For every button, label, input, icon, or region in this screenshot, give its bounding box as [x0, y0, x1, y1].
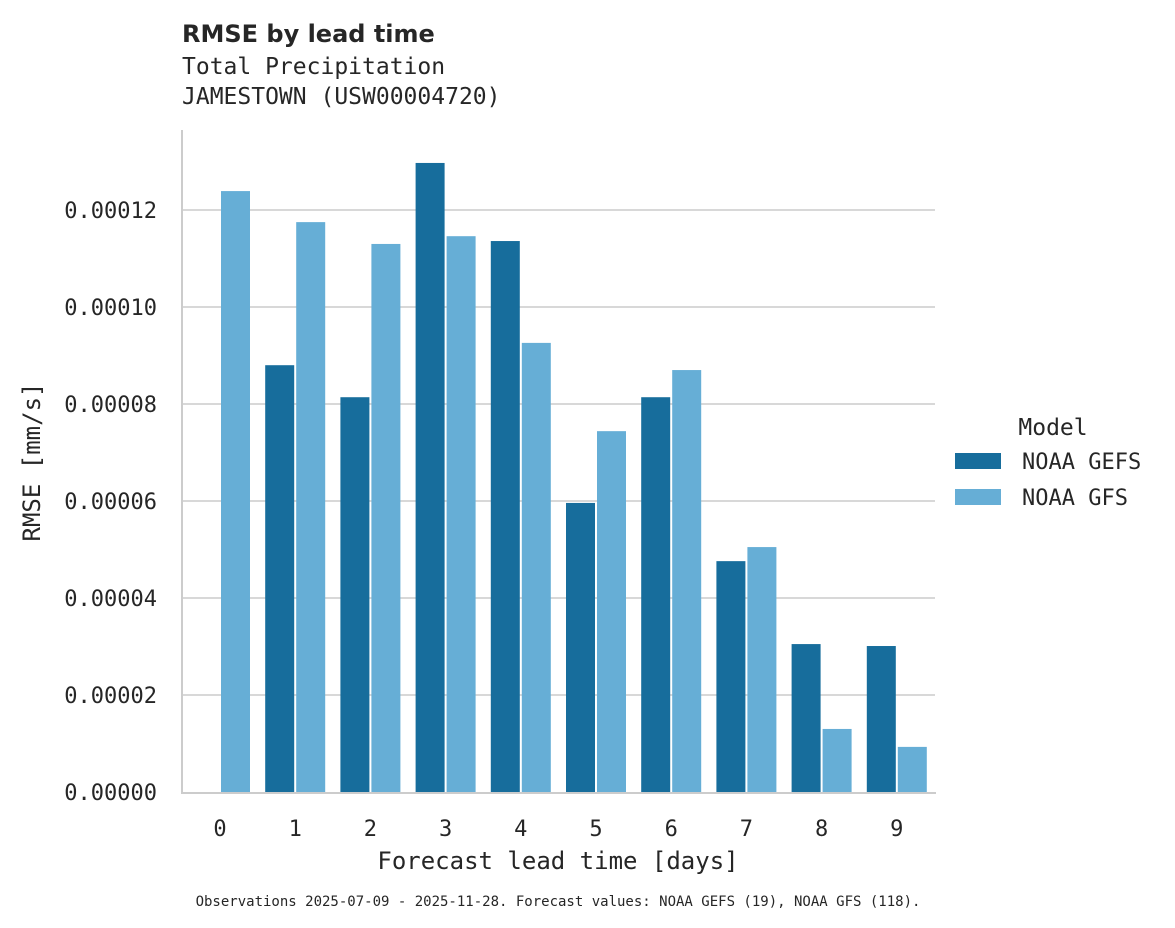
bar-noaa-gfs-3	[446, 236, 476, 792]
x-tick-label: 6	[665, 817, 678, 842]
bar-noaa-gefs-7	[716, 561, 746, 792]
bar-noaa-gfs-5	[597, 431, 626, 792]
chart-subtitle-variable: Total Precipitation	[182, 54, 445, 80]
y-tick-label: 0.00010	[64, 296, 157, 321]
x-tick-label: 2	[364, 817, 377, 842]
y-tick-label: 0.00002	[64, 684, 157, 709]
x-tick-label: 4	[514, 817, 527, 842]
x-tick-label: 5	[589, 817, 602, 842]
chart-subtitle-station: JAMESTOWN (USW00004720)	[182, 84, 501, 110]
bar-noaa-gefs-8	[791, 644, 821, 792]
y-tick-label: 0.00008	[64, 393, 157, 418]
footnote: Observations 2025-07-09 - 2025-11-28. Fo…	[196, 894, 921, 910]
legend-label: NOAA GEFS	[1022, 450, 1141, 475]
bar-noaa-gfs-6	[672, 370, 702, 792]
x-axis-label: Forecast lead time [days]	[377, 847, 738, 875]
legend: Model NOAA GEFS NOAA GFS	[955, 415, 1141, 511]
x-tick-label: 0	[213, 817, 226, 842]
legend-title: Model	[1018, 415, 1087, 441]
bar-noaa-gefs-3	[415, 162, 445, 792]
x-tick-label: 1	[289, 817, 302, 842]
bar-noaa-gfs-1	[296, 222, 326, 792]
legend-swatch	[955, 453, 1001, 469]
x-tick-label: 9	[890, 817, 903, 842]
bar-noaa-gfs-9	[897, 746, 927, 792]
x-tick-label: 3	[439, 817, 452, 842]
bar-noaa-gefs-2	[340, 397, 370, 792]
bar-noaa-gefs-4	[490, 241, 520, 793]
y-axis-label: RMSE [mm/s]	[18, 383, 46, 542]
x-tick-label: 8	[815, 817, 828, 842]
y-tick-label: 0.00006	[64, 490, 157, 515]
chart-title: RMSE by lead time	[182, 20, 435, 48]
legend-swatch	[955, 489, 1001, 505]
bar-noaa-gefs-1	[265, 365, 295, 792]
y-tick-label: 0.00004	[64, 587, 157, 612]
bar-noaa-gefs-5	[566, 502, 595, 792]
bar-noaa-gefs-9	[866, 646, 896, 792]
legend-label: NOAA GFS	[1022, 486, 1128, 511]
y-ticks: 0.00000 0.00002 0.00004 0.00006 0.00008 0.000…	[64, 199, 157, 806]
bar-noaa-gefs-6	[641, 397, 671, 792]
x-ticks: 0 1 2 3 4 5 6 7 8 9	[213, 817, 903, 842]
gridlines	[182, 209, 935, 696]
y-tick-label: 0.00012	[64, 199, 157, 224]
bar-noaa-gfs-0	[221, 191, 250, 792]
bar-noaa-gfs-4	[521, 342, 551, 792]
bars	[221, 162, 927, 793]
bar-noaa-gfs-8	[822, 728, 852, 792]
bar-noaa-gfs-2	[371, 243, 401, 792]
y-tick-label: 0.00000	[64, 781, 157, 806]
x-tick-label: 7	[740, 817, 753, 842]
bar-noaa-gfs-7	[747, 547, 777, 792]
